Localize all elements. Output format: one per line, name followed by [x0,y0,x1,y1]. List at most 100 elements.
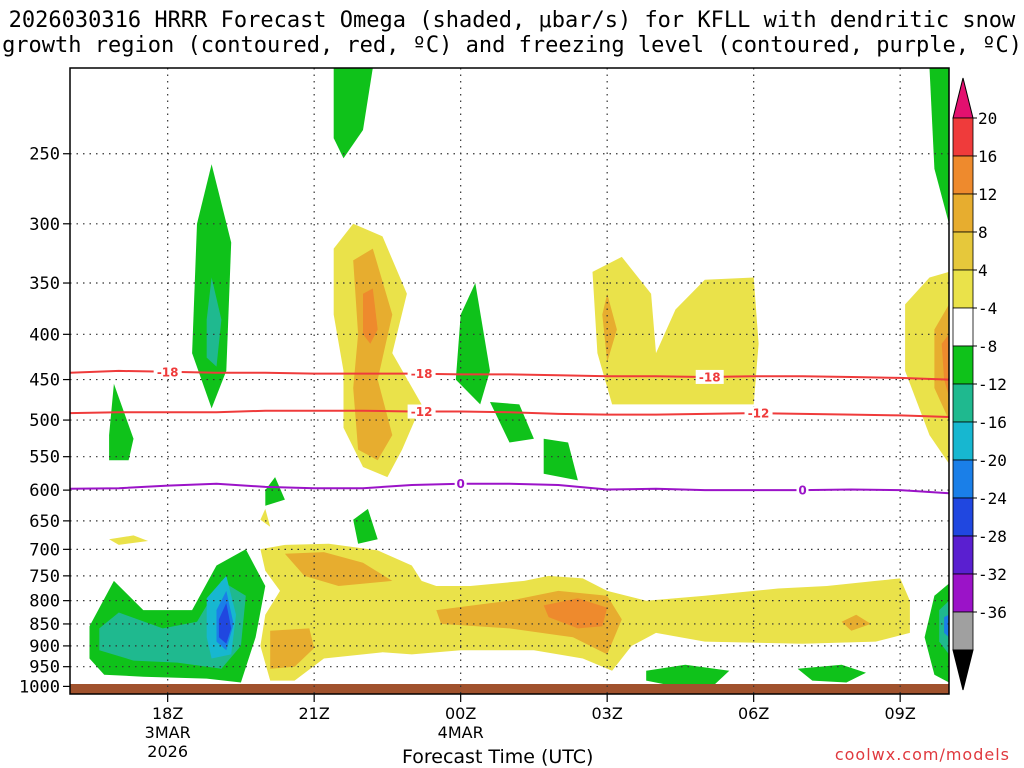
x-tick-label: 4MAR [438,723,484,742]
colorbar-label: -28 [978,527,1007,546]
y-tick-label: 600 [29,481,60,501]
x-tick-label: 3MAR [145,723,191,742]
colorbar-box [952,307,974,347]
contour-label--12: -12 [748,407,770,421]
omega-region-6 [543,438,578,481]
contour-label--18: -18 [157,365,179,379]
x-tick-label: 18Z [152,704,183,723]
omega-region-18 [646,664,730,685]
omega-region-7 [265,477,285,506]
colorbar-box [952,345,974,385]
colorbar-label: -32 [978,565,1007,584]
ground-surface-bar [70,684,949,694]
y-tick-label: 350 [29,274,60,294]
colorbar-box [952,155,974,195]
y-tick-label: 800 [29,592,60,612]
colorbar-label: 8 [978,223,988,242]
y-tick-label: 950 [29,658,60,678]
y-tick-label: 450 [29,371,60,391]
y-tick-label: 250 [29,145,60,165]
contour-layer: -18 -18 -18 -12 -12 0 0 [70,364,949,498]
x-tick-label: 2026 [147,742,188,761]
y-tick-label: 500 [29,411,60,431]
colorbar-box [952,269,974,309]
colorbar-label: -36 [978,603,1007,622]
colorbar-top-arrow [952,77,974,119]
omega-region-22 [363,288,378,344]
omega-region-24 [602,293,617,363]
omega-region-14 [218,603,232,644]
y-tick-label: 1000 [19,677,60,697]
y-tick-label: 900 [29,637,60,657]
colorbar-label: -4 [978,299,997,318]
contour-label-bg [454,476,467,491]
y-tick-label: 700 [29,540,60,560]
pressure-axis: 2503003504004505005506006507007508008509… [19,145,70,697]
contour-label-0: 0 [798,484,806,498]
contour-label-bg [407,404,436,419]
contour-label--12: -12 [411,405,433,419]
colorbar-box [952,497,974,537]
colorbar-label: -20 [978,451,1007,470]
y-tick-label: 650 [29,512,60,532]
colorbar-box [952,535,974,575]
contour-label-bg [695,369,724,384]
omega-region-34 [543,598,608,629]
credit-text: coolwx.com/models [834,745,1010,764]
omega-region-3 [109,383,134,461]
contour--18 [70,369,949,381]
omega-region-21 [353,248,393,461]
x-axis-title: Forecast Time (UTC) [402,746,594,768]
colorbar-box [952,117,974,157]
colorbar-label: -24 [978,489,1007,508]
colorbar-label: 20 [978,109,997,128]
omega-region-17 [944,614,949,638]
chart-title-line-1: 2026030316 HRRR Forecast Omega (shaded, … [8,8,1016,33]
contour--12 [70,409,949,418]
plot-frame [69,67,950,695]
colorbar-box [952,193,974,233]
x-tick-label: 09Z [885,704,916,723]
colorbar-box [952,459,974,499]
omega-region-23 [592,256,759,405]
contour-label-bg [153,364,182,379]
colorbar-label: 4 [978,261,988,280]
omega-region-0 [333,68,373,159]
contour-label--18: -18 [411,367,433,381]
y-tick-label: 400 [29,325,60,345]
colorbar-label: -8 [978,337,997,356]
colorbar-label: -12 [978,375,1007,394]
contour-label-bg [407,366,436,381]
x-tick-label: 03Z [592,704,623,723]
colorbar-box [952,421,974,461]
colorbar-box [952,611,974,651]
contour-label-0: 0 [456,477,464,491]
x-tick-label: 00Z [445,704,476,723]
colorbar: 20 16 12 8 4 -4 -8 -12 -16 -20 -24 -28 -32 -36 [952,77,1007,691]
omega-region-32 [270,628,315,669]
omega-region-27 [941,334,949,397]
colorbar-box [952,573,974,613]
y-tick-label: 300 [29,215,60,235]
omega-region-31 [284,552,393,586]
y-tick-label: 750 [29,567,60,587]
omega-region-9 [929,68,949,224]
colorbar-label: 12 [978,185,997,204]
contour-label-bg [796,483,809,498]
x-tick-label: 21Z [299,704,330,723]
omega-region-26 [934,304,949,421]
colorbar-label: 16 [978,147,997,166]
colorbar-box [952,231,974,271]
y-tick-label: 850 [29,615,60,635]
omega-region-2 [206,277,222,367]
contour-label--18: -18 [699,370,721,384]
omega-region-8 [353,508,378,544]
omega-region-29 [109,535,149,545]
colorbar-bottom-arrow [952,649,974,691]
grid-lines [70,68,949,694]
colorbar-label: -16 [978,413,1007,432]
y-tick-label: 550 [29,448,60,468]
colorbar-box [952,383,974,423]
